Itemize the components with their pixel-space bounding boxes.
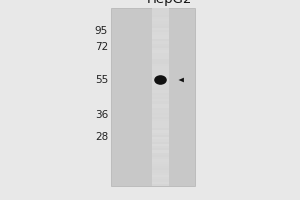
Bar [152,44,169,46]
Bar [152,177,169,179]
Bar [152,19,169,21]
Bar [152,130,169,133]
Bar [152,35,169,37]
Bar [152,115,169,117]
Bar [152,184,169,186]
Bar [152,21,169,24]
Bar [152,150,169,153]
Bar [152,148,169,150]
Text: HepG2: HepG2 [147,0,192,6]
Bar [152,77,169,79]
Bar [152,57,169,59]
Bar [152,179,169,182]
Bar [152,88,169,90]
Bar [152,79,169,81]
Bar [152,86,169,88]
Bar [152,144,169,146]
Bar [152,142,169,144]
Bar [152,133,169,135]
Bar [152,46,169,48]
Text: 36: 36 [95,110,108,120]
Bar [152,110,169,113]
Bar [152,139,169,142]
Bar [152,32,169,35]
Bar [152,164,169,166]
Bar [152,10,169,12]
Bar [152,73,169,75]
Bar [111,8,195,186]
Bar [152,84,169,86]
Text: 95: 95 [95,26,108,36]
Bar [152,137,169,139]
Bar [152,182,169,184]
Text: 28: 28 [95,132,108,142]
Bar [152,113,169,115]
Bar [152,48,169,50]
Bar [152,101,169,104]
Bar [152,128,169,130]
Bar [152,93,169,95]
Bar [152,126,169,128]
Ellipse shape [154,75,167,85]
Bar [152,170,169,173]
Polygon shape [178,78,184,82]
Bar [152,41,169,44]
Bar [152,39,169,41]
Bar [152,168,169,170]
Bar [152,26,169,28]
Bar [152,157,169,159]
Bar [152,55,169,57]
Bar [152,166,169,168]
Bar [152,64,169,66]
Bar [152,97,169,99]
Bar [152,12,169,15]
Bar [152,162,169,164]
Bar [152,90,169,93]
Bar [152,30,169,32]
Bar [152,15,169,17]
Text: 55: 55 [95,75,108,85]
Bar [152,104,169,106]
Bar [152,8,169,10]
Bar [152,146,169,148]
Bar [152,99,169,101]
Bar [152,175,169,177]
Bar [152,24,169,26]
Bar [152,117,169,119]
Bar [152,52,169,55]
Bar [152,135,169,137]
Bar [152,81,169,84]
Bar [152,173,169,175]
Bar [152,50,169,52]
Bar [152,119,169,121]
Bar [152,59,169,61]
Bar [152,66,169,68]
Bar [152,95,169,97]
Text: 72: 72 [95,42,108,52]
Bar [152,28,169,30]
Bar [152,70,169,73]
Bar [152,68,169,70]
Bar [152,121,169,124]
Bar [152,155,169,157]
Bar [152,37,169,39]
Bar [152,8,169,186]
Bar [152,17,169,19]
Bar [152,124,169,126]
Bar [152,108,169,110]
Bar [152,75,169,77]
Bar [152,153,169,155]
Bar [152,106,169,108]
Bar [152,61,169,64]
Bar [152,159,169,162]
